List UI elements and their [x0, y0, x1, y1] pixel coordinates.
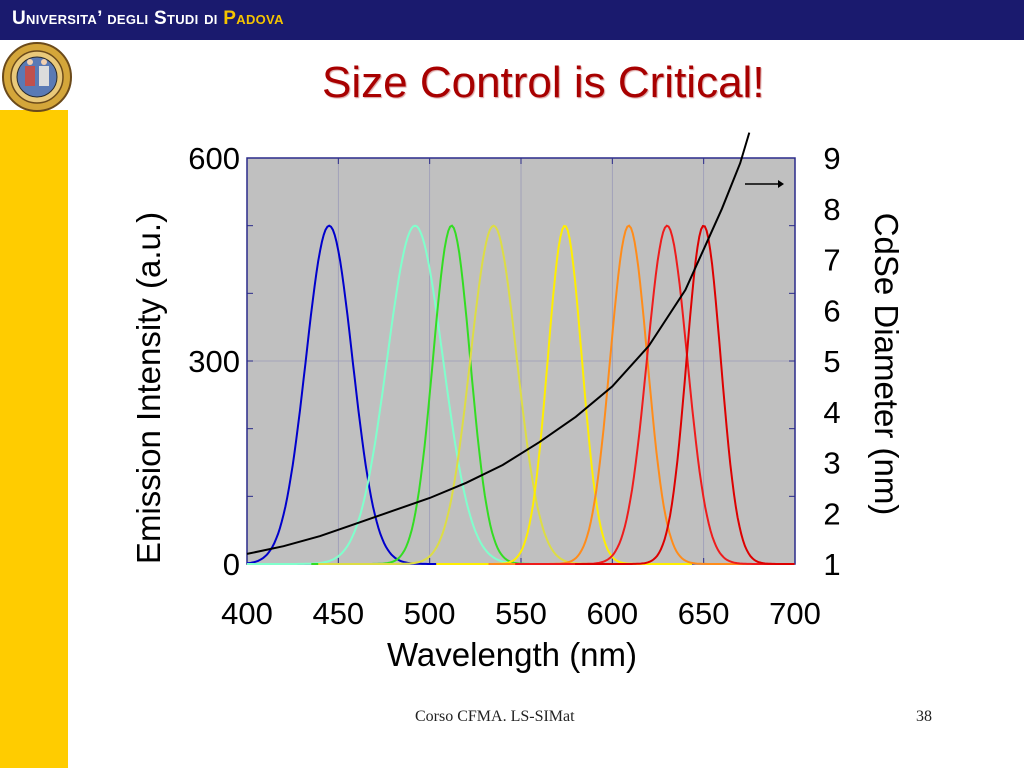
y2-tick-label: 5	[823, 344, 840, 379]
university-name: Universita’ degli Studi di Padova	[12, 8, 284, 30]
y-tick-label: 0	[223, 547, 240, 582]
y-axis-title: Emission Intensity (a.u.)	[130, 212, 167, 564]
y2-tick-label: 6	[823, 293, 840, 328]
axis-labels: 400 450 500 550 600 650 700 0 300 600 1 2 3 4 5 6 7 8 9 Wav…	[130, 141, 905, 673]
university-name-main: Universita’ degli Studi di	[12, 8, 218, 29]
emission-curve-7	[515, 224, 795, 565]
diameter-curve	[246, 132, 751, 555]
x-tick-label: 700	[769, 596, 821, 631]
footer-course: Corso CFMA. LS-SIMat	[415, 708, 575, 725]
y2-tick-label: 3	[823, 446, 840, 481]
footer-page-number: 38	[916, 708, 932, 725]
y2-tick-label: 8	[823, 192, 840, 227]
x-tick-label: 650	[678, 596, 730, 631]
y2-tick-label: 2	[823, 496, 840, 531]
x-tick-label: 450	[312, 596, 364, 631]
grid-lines	[247, 158, 795, 564]
x-tick-label: 600	[586, 596, 638, 631]
arrow-annotation	[745, 180, 784, 188]
y2-tick-label: 7	[823, 243, 840, 278]
x-tick-label: 550	[495, 596, 547, 631]
y-tick-label: 600	[188, 141, 240, 176]
y2-tick-label: 1	[823, 547, 840, 582]
emission-chart: 400 450 500 550 600 650 700 0 300 600 1 2 3 4 5 6 7 8 9 Wav…	[130, 132, 905, 673]
x-axis-title: Wavelength (nm)	[387, 636, 637, 673]
left-sidebar-band	[0, 110, 68, 768]
y-tick-label: 300	[188, 344, 240, 379]
university-name-city: Padova	[223, 8, 284, 29]
emission-curve-8	[575, 224, 795, 565]
y2-axis-title: CdSe Diameter (nm)	[868, 213, 905, 516]
x-tick-label: 400	[221, 596, 273, 631]
slide-title: Size Control is Critical!	[322, 58, 765, 107]
emission-curves	[246, 224, 795, 565]
header-bar: Universita’ degli Studi di Padova	[0, 0, 1024, 40]
diameter-curve-group	[246, 132, 751, 555]
y2-tick-label: 9	[823, 141, 840, 176]
y2-tick-label: 4	[823, 395, 840, 430]
university-seal-icon	[2, 42, 72, 112]
x-tick-label: 500	[404, 596, 456, 631]
emission-curve-5	[436, 224, 692, 565]
